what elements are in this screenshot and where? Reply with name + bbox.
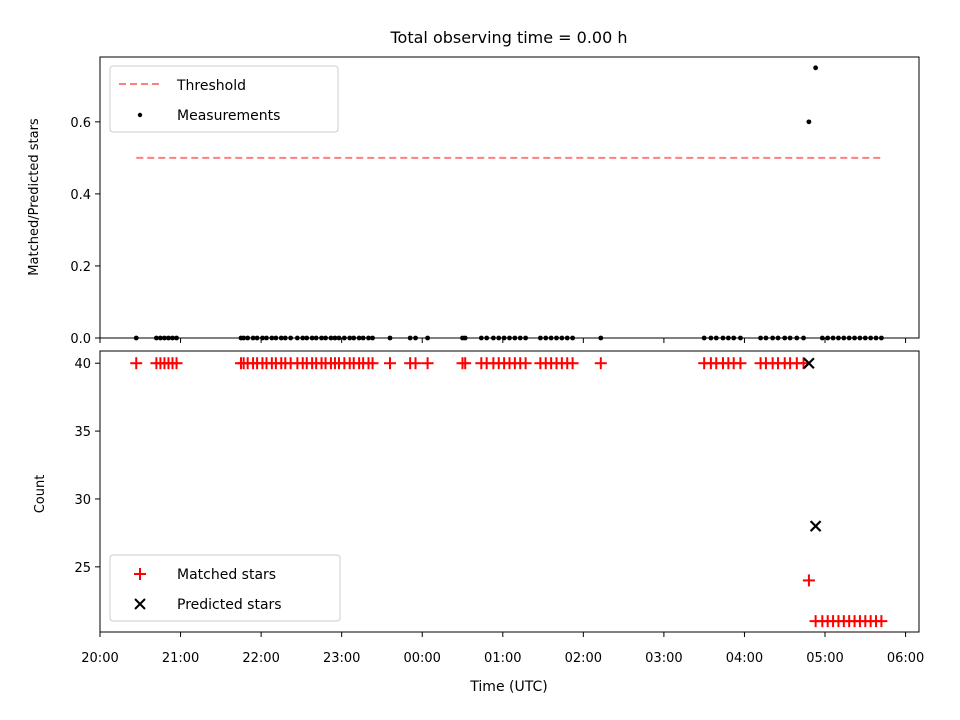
matched-star-marker: [130, 357, 143, 370]
top-panel-frame: [99, 56, 920, 339]
x-tick-label: 20:00: [81, 651, 118, 666]
chart-title: Total observing time = 0.00 h: [389, 28, 627, 47]
x-tick-label: 05:00: [806, 651, 843, 666]
predicted-star-marker: [809, 520, 822, 532]
measurement-point: [806, 119, 812, 125]
x-tick-label: 01:00: [484, 651, 521, 666]
top-y-tick-label: 0.6: [70, 116, 91, 131]
bottom-y-tick-label: 30: [74, 493, 91, 508]
matched-star-marker: [566, 357, 579, 370]
legend-matched-swatch: [134, 568, 146, 580]
top-legend: Threshold Measurements: [109, 65, 339, 133]
matched-star-marker: [594, 357, 607, 370]
top-legend-box: [109, 65, 339, 133]
legend-measurements-swatch: [137, 112, 143, 118]
matched-star-marker: [802, 574, 815, 587]
matched-star-marker: [170, 357, 183, 370]
x-tick-label: 06:00: [887, 651, 924, 666]
top-panel: 0.0 0.2 0.4 0.6 Matched/Predicted stars Thr…: [27, 56, 920, 347]
bottom-y-tick-label: 25: [74, 561, 91, 576]
legend-measurements-label: Measurements: [177, 108, 280, 124]
x-tick-label: 04:00: [726, 651, 763, 666]
legend-matched-label: Matched stars: [177, 567, 276, 583]
top-y-axis-label: Matched/Predicted stars: [27, 118, 42, 276]
legend-threshold-label: Threshold: [176, 78, 246, 94]
bottom-panel-frame: [99, 350, 920, 633]
matched-star-marker: [366, 357, 379, 370]
x-tick-label: 21:00: [162, 651, 199, 666]
x-tick-label: 00:00: [403, 651, 440, 666]
measurement-point: [813, 65, 819, 71]
matched-star-marker: [734, 357, 747, 370]
bottom-y-tick-label: 40: [74, 357, 91, 372]
x-tick-label: 23:00: [323, 651, 360, 666]
matched-star-marker: [421, 357, 434, 370]
matched-star-marker: [519, 357, 532, 370]
bottom-legend-box: [109, 554, 341, 622]
x-tick-label: 03:00: [645, 651, 682, 666]
x-tick-label: 02:00: [565, 651, 602, 666]
bottom-y-axis-label: Count: [33, 475, 48, 514]
predicted-star-marker: [803, 357, 815, 369]
bottom-legend: Matched stars Predicted stars: [109, 554, 341, 622]
x-axis-label: Time (UTC): [469, 679, 547, 695]
bottom-y-tick-label: 35: [74, 425, 91, 440]
matched-star-marker: [459, 357, 472, 370]
bottom-panel: 20:00 21:00 22:00 23:00 00:00 01:00 02:00 03:00…: [33, 350, 924, 695]
top-y-tick-label: 0.0: [70, 332, 91, 347]
matched-star-marker: [409, 357, 422, 370]
legend-predicted-swatch: [134, 598, 146, 610]
matched-star-marker: [875, 615, 888, 628]
matched-star-marker: [384, 357, 397, 370]
top-y-tick-label: 0.2: [70, 260, 91, 275]
legend-predicted-label: Predicted stars: [177, 597, 282, 613]
top-y-tick-label: 0.4: [70, 188, 91, 203]
x-tick-label: 22:00: [242, 651, 279, 666]
